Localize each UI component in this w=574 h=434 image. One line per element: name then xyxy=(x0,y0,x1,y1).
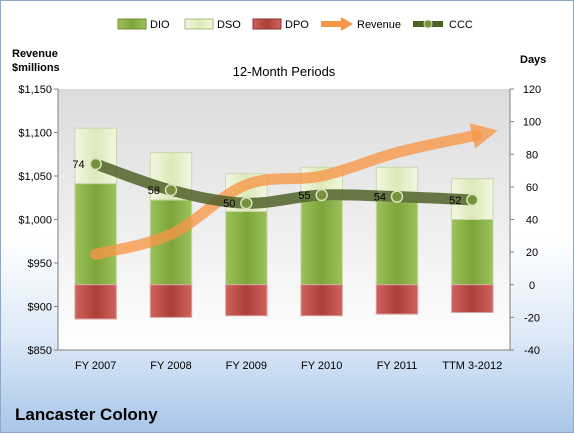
dio-bar xyxy=(225,210,268,286)
right-tick-label: 100 xyxy=(523,117,541,129)
x-tick-label: FY 2009 xyxy=(226,360,267,372)
right-tick-label: -20 xyxy=(524,312,540,324)
left-tick-label: $850 xyxy=(28,345,52,357)
dpo-bar xyxy=(225,284,268,317)
legend-swatch-dio xyxy=(117,18,147,30)
dio-bar xyxy=(74,183,117,286)
dpo-bar xyxy=(451,284,494,313)
left-tick-label: $1,000 xyxy=(18,215,52,227)
legend-label-dso: DSO xyxy=(217,19,241,31)
right-tick-label: 20 xyxy=(526,247,538,259)
legend: DIO DSO DPO Revenue CCC xyxy=(117,17,473,31)
x-tick-label: FY 2010 xyxy=(301,360,342,372)
revenue-arrowhead xyxy=(469,123,498,149)
ccc-point xyxy=(315,188,328,202)
dpo-bar xyxy=(300,284,343,317)
right-tick-label: 60 xyxy=(526,182,538,194)
ccc-data-label: 50 xyxy=(223,198,235,210)
left-tick-label: $950 xyxy=(28,258,52,270)
right-tick-label: 120 xyxy=(523,84,541,96)
legend-label-ccc: CCC xyxy=(449,19,473,31)
x-tick-label: FY 2011 xyxy=(377,360,418,372)
dso-bar xyxy=(74,127,117,185)
left-tick-label: $1,100 xyxy=(18,128,52,140)
ccc-data-label: 52 xyxy=(449,195,461,207)
ccc-point xyxy=(164,183,178,197)
left-axis-title-line2: $millions xyxy=(12,62,60,74)
ccc-data-label: 54 xyxy=(374,192,386,204)
right-tick-label: 40 xyxy=(526,215,538,227)
axes-layer: $850 $900 $950 $1,000 $1,050 $1,100 $1,150 -40 -… xyxy=(18,84,541,372)
right-tick-label: -40 xyxy=(524,345,540,357)
x-tick-label: FY 2007 xyxy=(75,360,116,372)
dpo-bar xyxy=(375,284,419,315)
legend-swatch-ccc-dot xyxy=(423,19,433,29)
left-tick-label: $1,150 xyxy=(18,84,52,96)
left-axis-title-line1: Revenue xyxy=(12,48,58,60)
ccc-point xyxy=(466,193,479,207)
ccc-point xyxy=(89,157,102,171)
x-tick-label: TTM 3-2012 xyxy=(442,360,502,372)
ccc-point xyxy=(240,196,253,210)
plot-area xyxy=(58,89,510,350)
dpo-bar xyxy=(149,284,193,318)
revenue-line xyxy=(90,129,482,260)
left-tick-label: $900 xyxy=(28,302,52,314)
x-tick-label: FY 2008 xyxy=(150,360,191,372)
legend-label-revenue: Revenue xyxy=(357,19,401,31)
ccc-data-label: 74 xyxy=(72,159,84,171)
left-tick-label: $1,050 xyxy=(18,171,52,183)
revenue-layer xyxy=(90,123,498,260)
right-axis-title: Days xyxy=(520,54,546,66)
company-name: Lancaster Colony xyxy=(15,405,158,424)
ccc-line xyxy=(90,158,478,209)
right-tick-label: 0 xyxy=(529,280,535,292)
ccc-layer: 74 58 50 55 54 52 xyxy=(72,157,479,210)
legend-swatch-revenue-head xyxy=(341,17,353,31)
legend-label-dpo: DPO xyxy=(285,19,309,31)
chart-title: 12-Month Periods xyxy=(233,64,336,79)
dio-bar xyxy=(300,199,343,286)
dio-bar xyxy=(375,201,419,286)
legend-swatch-dpo xyxy=(252,18,282,30)
ccc-point xyxy=(390,190,404,203)
right-tick-label: 80 xyxy=(526,149,538,161)
ccc-data-label: 55 xyxy=(298,190,310,202)
legend-label-dio: DIO xyxy=(150,19,170,31)
ccc-data-label: 58 xyxy=(148,185,160,197)
dpo-bar xyxy=(74,284,117,320)
legend-swatch-dso xyxy=(184,18,214,30)
dio-bar xyxy=(451,219,494,286)
